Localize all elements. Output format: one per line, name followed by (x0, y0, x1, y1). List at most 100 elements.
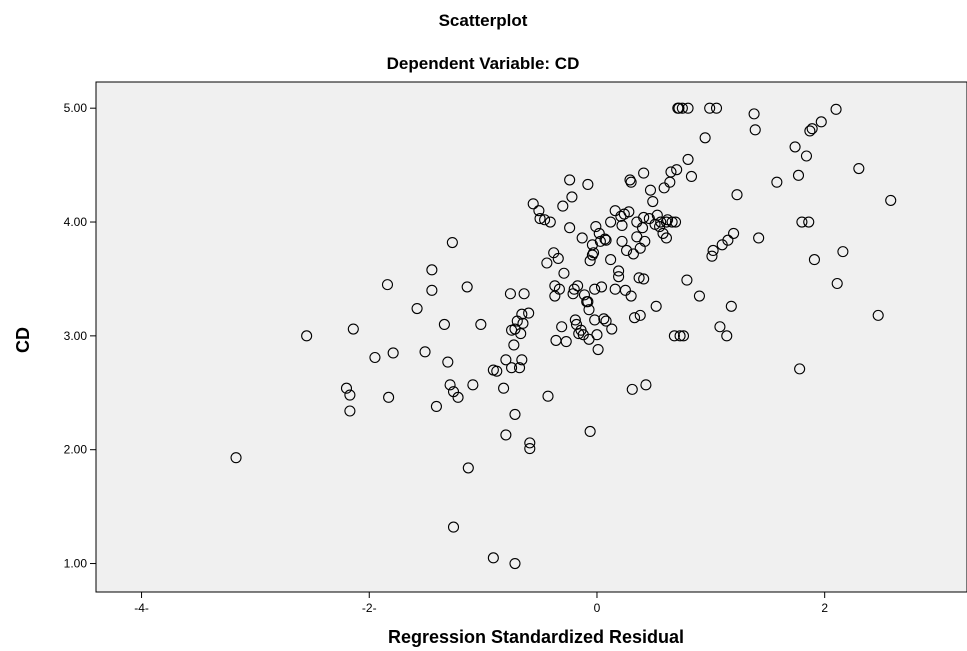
data-point (442, 356, 454, 368)
data-point (789, 141, 801, 153)
data-point (344, 405, 356, 417)
data-point (518, 288, 530, 300)
data-point (792, 169, 805, 181)
data-point (573, 328, 585, 340)
data-point (475, 318, 487, 331)
y-tick-label: 4.00 (64, 215, 88, 229)
data-point (500, 429, 512, 441)
data-point (623, 206, 635, 218)
data-point (666, 216, 678, 228)
y-tick-label: 3.00 (64, 329, 88, 343)
data-point (566, 191, 578, 203)
data-point (606, 323, 618, 335)
data-point (230, 452, 242, 464)
data-point (676, 102, 688, 114)
data-point (576, 232, 588, 244)
data-point (593, 227, 605, 239)
data-point (748, 108, 760, 120)
data-point (830, 103, 842, 115)
data-point (673, 102, 685, 114)
data-point (578, 289, 590, 301)
data-point (541, 257, 553, 269)
data-point (722, 234, 734, 246)
data-point (647, 195, 659, 208)
data-point (619, 284, 631, 296)
data-points (230, 102, 897, 570)
data-point (564, 174, 576, 186)
data-point (509, 408, 521, 420)
data-point (569, 314, 581, 326)
data-point (558, 267, 570, 279)
data-point (568, 283, 580, 295)
data-point (644, 184, 657, 196)
data-point (533, 205, 545, 217)
data-point (524, 437, 536, 449)
data-point (671, 164, 683, 176)
plot-area (95, 81, 967, 593)
data-point (461, 281, 473, 293)
data-point (504, 288, 516, 300)
data-point (693, 290, 705, 302)
data-point (677, 330, 690, 342)
data-point (721, 330, 733, 342)
data-point (517, 317, 529, 329)
data-point (625, 290, 637, 302)
data-point (600, 315, 612, 327)
data-point (685, 170, 698, 183)
data-point (638, 211, 650, 224)
data-point (582, 178, 594, 191)
data-point (542, 390, 554, 402)
data-point (725, 300, 737, 312)
data-point (347, 323, 359, 335)
data-point (369, 351, 381, 364)
data-point (553, 283, 565, 295)
data-point (710, 102, 723, 114)
data-point (444, 379, 456, 391)
data-point (584, 425, 596, 438)
data-point (806, 123, 818, 135)
data-point (419, 346, 431, 358)
data-point (800, 150, 813, 162)
data-point (467, 379, 479, 391)
data-point (509, 557, 521, 570)
data-point (613, 271, 625, 283)
data-point (665, 166, 677, 178)
data-point (500, 354, 512, 366)
data-point (438, 318, 450, 331)
data-point (560, 336, 572, 348)
data-point (383, 391, 395, 403)
data-point (660, 232, 672, 244)
data-point (674, 330, 686, 342)
data-point (523, 307, 535, 319)
data-point (625, 176, 637, 188)
data-point (626, 383, 638, 395)
data-point (515, 328, 527, 340)
data-point (749, 124, 761, 136)
data-point (582, 296, 594, 308)
chart-subtitle: Dependent Variable: CD (387, 54, 580, 73)
data-point (516, 308, 528, 320)
data-point (616, 235, 628, 247)
data-point (627, 248, 639, 260)
data-point (534, 213, 546, 225)
data-point (668, 330, 680, 342)
data-point (572, 280, 584, 292)
data-point (803, 216, 815, 228)
data-point (446, 236, 458, 249)
x-tick-label: -4- (134, 601, 149, 615)
data-point (524, 443, 536, 455)
data-point (658, 182, 670, 194)
data-point (796, 216, 808, 228)
data-point (650, 300, 662, 312)
data-point (853, 162, 865, 175)
x-tick-label: 2 (821, 601, 828, 615)
data-point (589, 314, 601, 326)
data-point (669, 216, 682, 228)
data-point (589, 283, 601, 295)
data-point (707, 244, 719, 257)
y-tick-label: 1.00 (64, 557, 88, 571)
x-tick-label: 0 (594, 601, 601, 615)
data-point (616, 219, 628, 231)
data-point (301, 330, 313, 342)
